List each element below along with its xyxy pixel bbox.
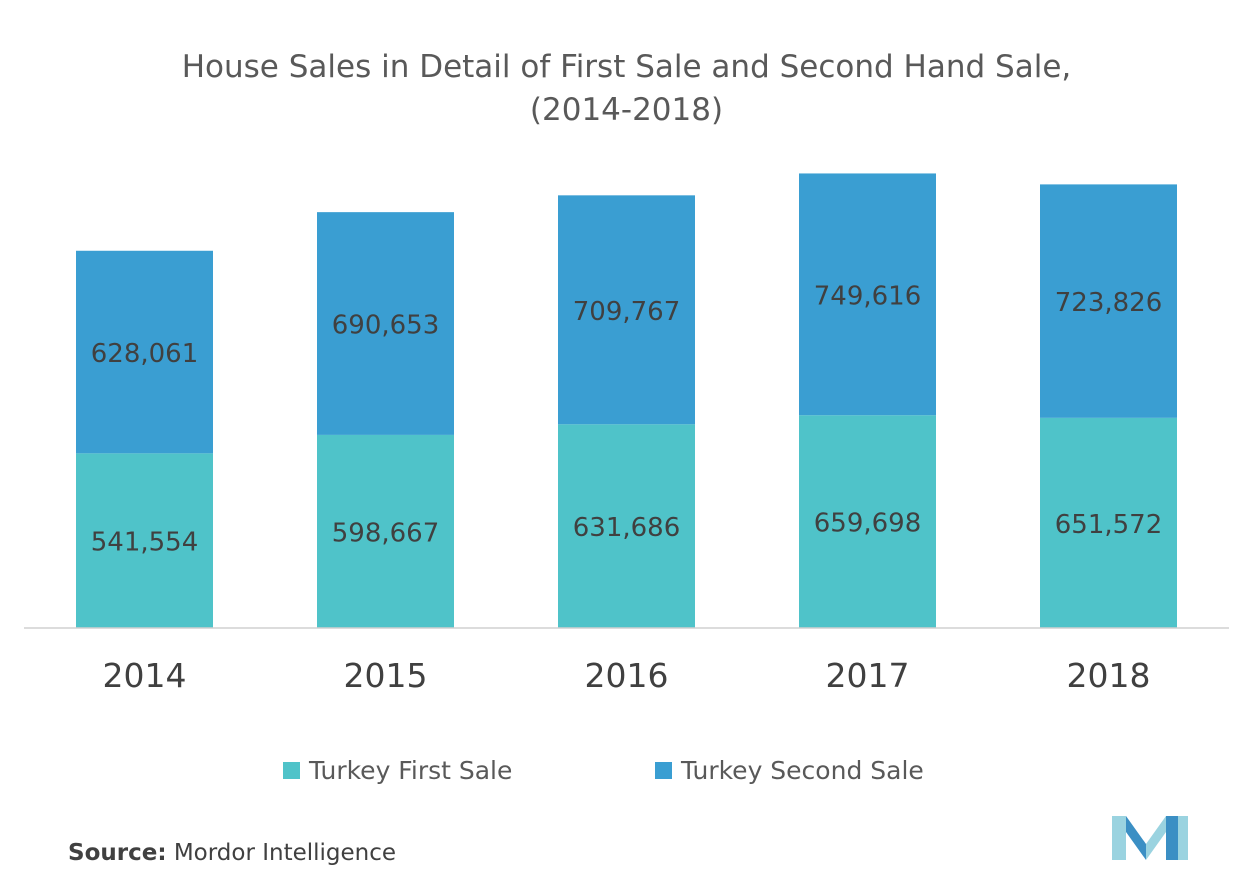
bar-first-sale-2017 bbox=[799, 415, 936, 628]
x-tick-label-2017: 2017 bbox=[826, 656, 910, 695]
data-label-second-sale-2018: 723,826 bbox=[1055, 288, 1163, 318]
bar-first-sale-2018 bbox=[1040, 417, 1177, 628]
legend-label-second-sale: Turkey Second Sale bbox=[681, 756, 924, 785]
bar-first-sale-2014 bbox=[76, 453, 213, 628]
source-note: Source: Mordor Intelligence bbox=[68, 840, 396, 866]
data-label-first-sale-2016: 631,686 bbox=[573, 513, 681, 543]
data-label-second-sale-2015: 690,653 bbox=[332, 311, 440, 341]
source-text: Mordor Intelligence bbox=[173, 840, 397, 866]
chart-title: House Sales in Detail of First Sale and … bbox=[0, 46, 1253, 132]
logo-segment bbox=[1166, 816, 1178, 860]
data-label-second-sale-2016: 709,767 bbox=[573, 297, 681, 327]
bar-second-sale-2018 bbox=[1040, 184, 1177, 418]
logo-segment bbox=[1112, 816, 1126, 860]
bars-group bbox=[76, 173, 1177, 628]
bar-second-sale-2014 bbox=[76, 250, 213, 454]
data-label-second-sale-2017: 749,616 bbox=[814, 281, 922, 311]
chart-title-line-1: House Sales in Detail of First Sale and … bbox=[181, 49, 1072, 85]
x-axis-tick-labels: 2014 2015 2016 2017 2018 bbox=[103, 656, 1151, 695]
data-label-first-sale-2014: 541,554 bbox=[91, 528, 199, 558]
logo-segment bbox=[1178, 816, 1188, 860]
x-tick-label-2015: 2015 bbox=[344, 656, 428, 695]
bar-second-sale-2016 bbox=[558, 195, 695, 425]
value-labels-group: 541,554 628,061 598,667 690,653 631,686 709,7… bbox=[91, 281, 1163, 557]
chart-title-line-2: (2014-2018) bbox=[529, 92, 724, 128]
bar-second-sale-2015 bbox=[317, 212, 454, 435]
logo-segment bbox=[1146, 816, 1166, 860]
bar-first-sale-2015 bbox=[317, 434, 454, 628]
legend-item-first-sale: Turkey First Sale bbox=[283, 756, 512, 785]
logo-segment bbox=[1126, 816, 1146, 860]
legend-item-second-sale: Turkey Second Sale bbox=[655, 756, 924, 785]
legend-swatch-first-sale bbox=[283, 762, 300, 779]
legend: Turkey First Sale Turkey Second Sale bbox=[0, 756, 1253, 796]
data-label-first-sale-2017: 659,698 bbox=[814, 509, 922, 539]
x-tick-label-2016: 2016 bbox=[585, 656, 669, 695]
x-tick-label-2018: 2018 bbox=[1067, 656, 1151, 695]
x-tick-label-2014: 2014 bbox=[103, 656, 187, 695]
bar-second-sale-2017 bbox=[799, 173, 936, 416]
data-label-second-sale-2014: 628,061 bbox=[91, 339, 199, 369]
legend-swatch-second-sale bbox=[655, 762, 672, 779]
mordor-intelligence-logo-icon bbox=[1112, 816, 1188, 860]
legend-label-first-sale: Turkey First Sale bbox=[309, 756, 513, 785]
bar-first-sale-2016 bbox=[558, 424, 695, 628]
data-label-first-sale-2015: 598,667 bbox=[332, 518, 440, 548]
source-label: Source: bbox=[68, 840, 167, 866]
data-label-first-sale-2018: 651,572 bbox=[1055, 510, 1163, 540]
